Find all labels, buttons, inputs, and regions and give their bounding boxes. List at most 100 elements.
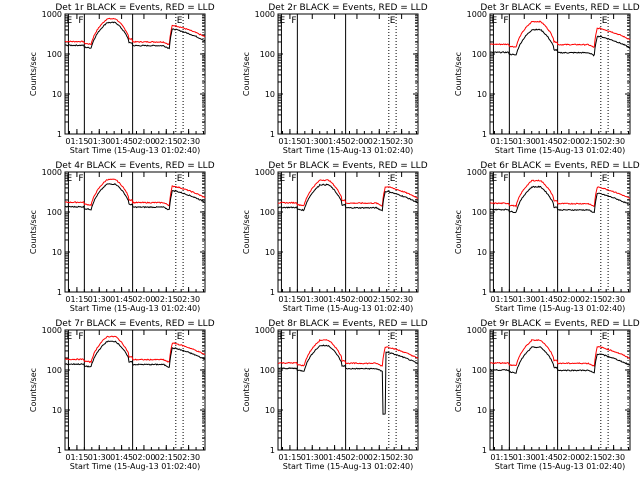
x-tick-label: 01:30 [301, 137, 324, 146]
series-events-line [277, 344, 418, 415]
series-lld-line [277, 179, 419, 207]
y-axis-label: Counts/sec [242, 52, 251, 96]
y-tick-label: 1 [270, 130, 275, 139]
panel-det-3: Det 3r BLACK = Events, RED = LLD Counts/s… [454, 3, 640, 155]
x-tick-label: 02:00 [557, 295, 580, 304]
y-axis-label: Counts/sec [242, 368, 251, 412]
y-tick-label: 1000 [467, 326, 487, 335]
y-axis-label: Counts/sec [454, 210, 463, 254]
x-tick-label: 02:15 [368, 453, 391, 462]
y-tick-label: 10 [477, 406, 487, 415]
x-tick-label: 02:30 [602, 137, 625, 146]
y-tick-label: 1 [482, 446, 487, 455]
y-axis-label: Counts/sec [29, 210, 38, 254]
panel-det-1: Det 1r BLACK = Events, RED = LLD Counts/s… [29, 3, 215, 155]
x-tick-label: 01:45 [323, 137, 346, 146]
series-lld-line [490, 20, 631, 48]
x-tick-label: 01:30 [88, 137, 111, 146]
marker-letter: E [602, 16, 608, 26]
x-tick-label: 02:15 [580, 295, 603, 304]
panel-title: Det 8r BLACK = Events, RED = LLD [268, 319, 427, 329]
x-axis-label: Start Time (15-Aug-13 01:02:40) [70, 462, 201, 471]
x-tick-label: 02:00 [557, 137, 580, 146]
y-tick-label: 10 [52, 406, 62, 415]
panel-title: Det 6r BLACK = Events, RED = LLD [480, 161, 639, 171]
y-tick-label: 1000 [255, 10, 275, 19]
x-tick-label: 02:30 [177, 453, 200, 462]
x-tick-label: 01:45 [535, 295, 558, 304]
panel-title: Det 4r BLACK = Events, RED = LLD [55, 161, 214, 171]
x-tick-label: 02:00 [345, 295, 368, 304]
y-tick-label: 100 [260, 208, 275, 217]
marker-letter: E [177, 332, 183, 342]
y-tick-label: 10 [477, 248, 487, 257]
x-tick-label: 01:45 [110, 453, 133, 462]
x-axis-label: Start Time (15-Aug-13 01:02:40) [70, 304, 201, 313]
y-tick-label: 100 [472, 50, 487, 59]
marker-letter: E [279, 332, 285, 342]
marker-letter: E [602, 174, 608, 184]
marker-letter: F [78, 174, 83, 184]
x-axis-label: Start Time (15-Aug-13 01:02:40) [70, 146, 201, 155]
y-tick-label: 1000 [255, 326, 275, 335]
x-axis-label: Start Time (15-Aug-13 01:02:40) [283, 146, 414, 155]
x-tick-label: 01:15 [490, 453, 513, 462]
plot-frame [64, 329, 206, 451]
y-axis-label: Counts/sec [29, 368, 38, 412]
marker-letter: E [66, 332, 72, 342]
x-tick-label: 01:15 [490, 137, 513, 146]
plot-frame [489, 171, 631, 293]
series-lld-line [65, 335, 206, 364]
x-tick-label: 01:15 [278, 295, 301, 304]
marker-letter: F [503, 332, 508, 342]
y-tick-label: 100 [47, 208, 62, 217]
marker-letter: E [602, 332, 608, 342]
series-events-line [64, 182, 206, 211]
y-tick-label: 100 [472, 208, 487, 217]
marker-letter: E [66, 16, 72, 26]
x-tick-label: 01:45 [110, 137, 133, 146]
x-tick-label: 02:15 [580, 453, 603, 462]
marker-letter: E [279, 174, 285, 184]
y-tick-label: 100 [260, 50, 275, 59]
y-tick-label: 10 [52, 248, 62, 257]
x-tick-label: 02:30 [390, 295, 413, 304]
x-axis-label: Start Time (15-Aug-13 01:02:40) [283, 462, 414, 471]
y-tick-label: 1000 [42, 10, 62, 19]
x-tick-label: 02:00 [345, 137, 368, 146]
series-lld-line [490, 179, 631, 208]
y-tick-label: 100 [260, 366, 275, 375]
x-axis-label: Start Time (15-Aug-13 01:02:40) [495, 462, 626, 471]
plot-frame [277, 13, 419, 135]
x-tick-label: 01:15 [65, 137, 88, 146]
x-tick-label: 01:30 [301, 295, 324, 304]
x-tick-label: 01:45 [535, 137, 558, 146]
y-tick-label: 10 [265, 90, 275, 99]
plot-frame [277, 171, 419, 293]
y-tick-label: 1 [57, 288, 62, 297]
marker-letter: F [503, 16, 508, 26]
y-tick-label: 10 [477, 90, 487, 99]
marker-letter: E [66, 174, 72, 184]
y-tick-label: 1 [270, 288, 275, 297]
marker-letter: E [279, 16, 285, 26]
series-lld-line [64, 178, 206, 207]
panel-det-4: Det 4r BLACK = Events, RED = LLD Counts/s… [29, 161, 215, 313]
marker-letter: F [291, 174, 296, 184]
x-tick-label: 01:15 [278, 453, 301, 462]
x-tick-label: 01:45 [323, 453, 346, 462]
marker-letter: E [491, 332, 497, 342]
y-tick-label: 1 [57, 130, 62, 139]
series-events-line [64, 21, 206, 50]
marker-letter: E [390, 16, 396, 26]
x-tick-label: 01:15 [65, 453, 88, 462]
x-tick-label: 02:15 [580, 137, 603, 146]
x-tick-label: 01:15 [65, 295, 88, 304]
x-tick-label: 02:00 [132, 295, 155, 304]
marker-letter: E [177, 174, 183, 184]
x-tick-label: 02:30 [177, 137, 200, 146]
x-tick-label: 02:15 [155, 453, 178, 462]
x-tick-label: 02:00 [345, 453, 368, 462]
